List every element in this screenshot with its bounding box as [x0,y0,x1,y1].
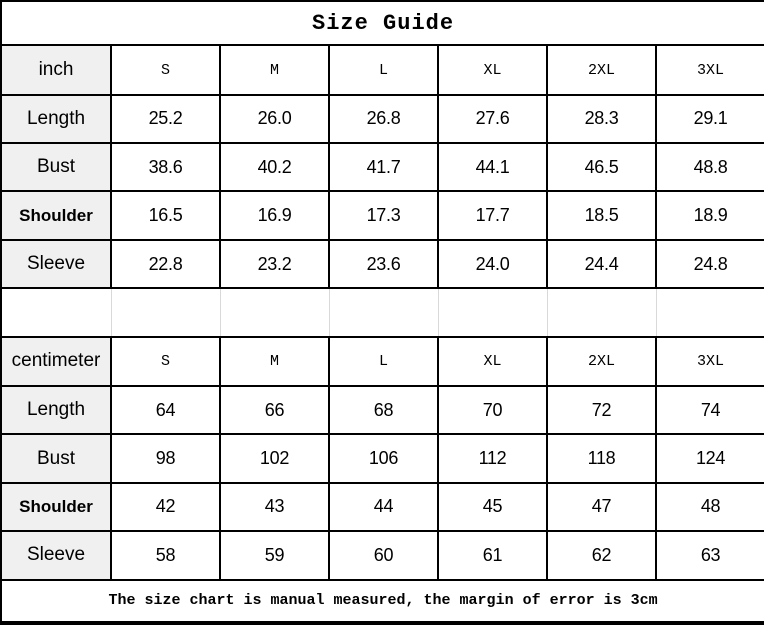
value-cell: 18.9 [654,190,764,241]
table-row-cm-shoulder: Shoulder 42 43 44 45 47 48 [0,481,764,533]
value-cell: 58 [110,530,221,581]
value-cell: 106 [328,433,439,484]
value-cell: 26.0 [219,93,330,145]
value-cell: 44 [328,481,439,533]
size-column-header: XL [437,335,548,388]
value-cell: 74 [654,384,764,436]
value-cell: 43 [219,481,330,533]
value-cell: 112 [437,433,548,484]
size-column-header: 2XL [546,44,657,96]
value-cell: 17.3 [328,190,439,241]
row-label-length: Length [0,384,112,436]
value-cell: 59 [219,530,330,581]
footer-row: The size chart is manual measured, the m… [0,578,764,625]
row-label-shoulder: Shoulder [0,481,112,533]
table-row-cm-length: Length 64 66 68 70 72 74 [0,384,764,436]
value-cell: 24.8 [654,238,764,290]
value-cell: 45 [437,481,548,533]
row-label-sleeve: Sleeve [0,238,112,290]
table-row-inch-shoulder: Shoulder 16.5 16.9 17.3 17.7 18.5 18.9 [0,190,764,241]
value-cell: 40.2 [219,142,330,193]
size-column-header: S [110,335,221,388]
spacer-cell [546,287,657,338]
spacer-cell [219,287,330,338]
unit-label-centimeter: centimeter [0,335,112,388]
spacer-cell [0,287,112,338]
value-cell: 28.3 [546,93,657,145]
size-column-header: M [219,44,330,96]
value-cell: 98 [110,433,221,484]
value-cell: 72 [546,384,657,436]
size-column-header: 2XL [546,335,657,388]
spacer-cell [437,287,548,338]
size-column-header: 3XL [654,335,764,388]
value-cell: 63 [654,530,764,581]
value-cell: 29.1 [654,93,764,145]
value-cell: 16.5 [110,190,221,241]
value-cell: 124 [654,433,764,484]
page-title: Size Guide [0,0,764,47]
spacer-row [0,287,764,338]
value-cell: 27.6 [437,93,548,145]
row-label-sleeve: Sleeve [0,530,112,581]
value-cell: 25.2 [110,93,221,145]
value-cell: 42 [110,481,221,533]
value-cell: 24.0 [437,238,548,290]
spacer-cell [110,287,221,338]
table-row-cm-bust: Bust 98 102 106 112 118 124 [0,433,764,484]
value-cell: 61 [437,530,548,581]
value-cell: 118 [546,433,657,484]
value-cell: 70 [437,384,548,436]
size-column-header: M [219,335,330,388]
value-cell: 26.8 [328,93,439,145]
value-cell: 62 [546,530,657,581]
value-cell: 47 [546,481,657,533]
row-label-bust: Bust [0,142,112,193]
title-row: Size Guide [0,0,764,47]
size-column-header: L [328,44,439,96]
value-cell: 16.9 [219,190,330,241]
centimeter-header-row: centimeter S M L XL 2XL 3XL [0,335,764,388]
value-cell: 22.8 [110,238,221,290]
value-cell: 46.5 [546,142,657,193]
row-label-shoulder: Shoulder [0,190,112,241]
spacer-cell [655,287,764,338]
size-column-header: XL [437,44,548,96]
inch-header-row: inch S M L XL 2XL 3XL [0,44,764,96]
value-cell: 17.7 [437,190,548,241]
size-column-header: 3XL [654,44,764,96]
value-cell: 66 [219,384,330,436]
unit-label-inch: inch [0,44,112,96]
value-cell: 48.8 [654,142,764,193]
value-cell: 44.1 [437,142,548,193]
measurement-note: The size chart is manual measured, the m… [0,578,764,625]
size-column-header: S [110,44,221,96]
value-cell: 64 [110,384,221,436]
value-cell: 102 [219,433,330,484]
value-cell: 68 [328,384,439,436]
table-row-cm-sleeve: Sleeve 58 59 60 61 62 63 [0,530,764,581]
table-row-inch-length: Length 25.2 26.0 26.8 27.6 28.3 29.1 [0,93,764,145]
value-cell: 24.4 [546,238,657,290]
row-label-length: Length [0,93,112,145]
value-cell: 23.6 [328,238,439,290]
value-cell: 41.7 [328,142,439,193]
table-row-inch-bust: Bust 38.6 40.2 41.7 44.1 46.5 48.8 [0,142,764,193]
value-cell: 23.2 [219,238,330,290]
value-cell: 18.5 [546,190,657,241]
value-cell: 38.6 [110,142,221,193]
table-row-inch-sleeve: Sleeve 22.8 23.2 23.6 24.0 24.4 24.8 [0,238,764,290]
row-label-bust: Bust [0,433,112,484]
spacer-cell [328,287,439,338]
value-cell: 48 [654,481,764,533]
size-column-header: L [328,335,439,388]
value-cell: 60 [328,530,439,581]
